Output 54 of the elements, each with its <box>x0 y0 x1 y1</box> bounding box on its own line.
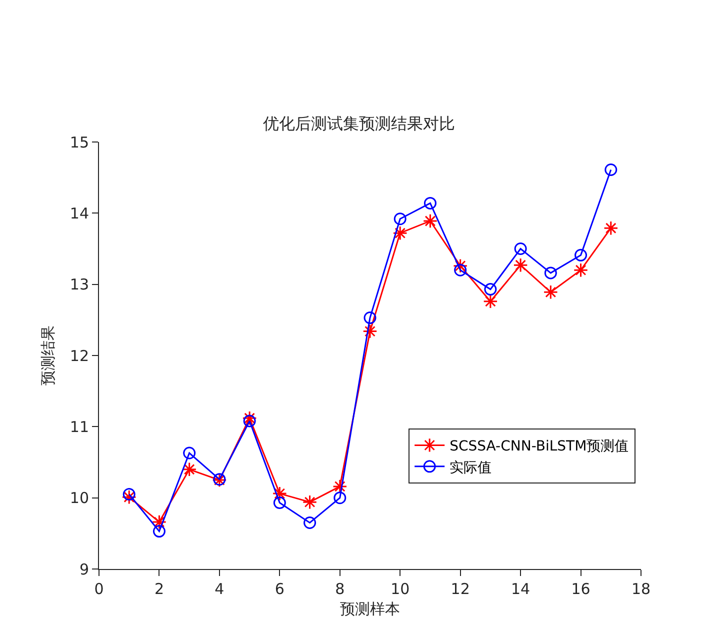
legend-label: 实际值 <box>450 460 492 476</box>
point <box>304 516 316 529</box>
point <box>424 196 436 210</box>
point <box>272 486 288 501</box>
y-tick-label: 15 <box>70 133 89 152</box>
x-tick-label: 12 <box>450 580 470 598</box>
point <box>454 264 467 276</box>
x-axis-title: 预测样本 <box>340 600 400 618</box>
point <box>122 488 136 501</box>
legend-label: SCSSA-CNN-BiLSTM预测值 <box>450 438 629 455</box>
point <box>452 258 468 274</box>
point <box>332 479 348 494</box>
y-tick-label: 10 <box>70 489 89 508</box>
point <box>243 414 256 428</box>
x-tick-label: 8 <box>335 580 345 598</box>
point <box>182 462 197 477</box>
point <box>392 226 408 240</box>
y-tick-label: 11 <box>70 418 89 436</box>
y-tick-label: 12 <box>70 346 89 365</box>
point <box>483 294 498 309</box>
point <box>122 490 136 504</box>
x-tick-label: 2 <box>154 580 164 598</box>
point <box>394 212 406 226</box>
point <box>573 262 588 278</box>
point <box>152 525 166 538</box>
x-tick-label: 10 <box>390 580 410 598</box>
x-tick-label: 6 <box>274 580 284 598</box>
x-tick-label: 0 <box>94 580 104 598</box>
y-axis-title: 预测结果 <box>39 326 58 386</box>
x-tick-label: 18 <box>631 580 651 598</box>
point <box>242 410 257 426</box>
point <box>302 494 318 510</box>
chart-title: 优化后测试集预测结果对比 <box>263 114 455 134</box>
point <box>544 266 557 280</box>
y-tick-label: 13 <box>70 276 89 294</box>
point <box>334 492 346 504</box>
point <box>604 164 618 176</box>
point <box>514 242 527 255</box>
point <box>152 514 167 530</box>
point <box>362 324 378 339</box>
x-tick-label: 16 <box>571 580 590 598</box>
point <box>422 214 438 228</box>
point <box>513 258 528 272</box>
point <box>604 220 618 236</box>
x-tick-label: 14 <box>511 580 530 598</box>
point <box>183 446 196 460</box>
x-tick-label: 4 <box>214 580 224 598</box>
point <box>574 248 588 262</box>
y-tick-label: 9 <box>79 560 89 578</box>
point <box>273 496 286 510</box>
point <box>484 283 497 296</box>
point <box>543 284 558 300</box>
y-tick-label: 14 <box>70 204 89 222</box>
point <box>364 312 376 324</box>
